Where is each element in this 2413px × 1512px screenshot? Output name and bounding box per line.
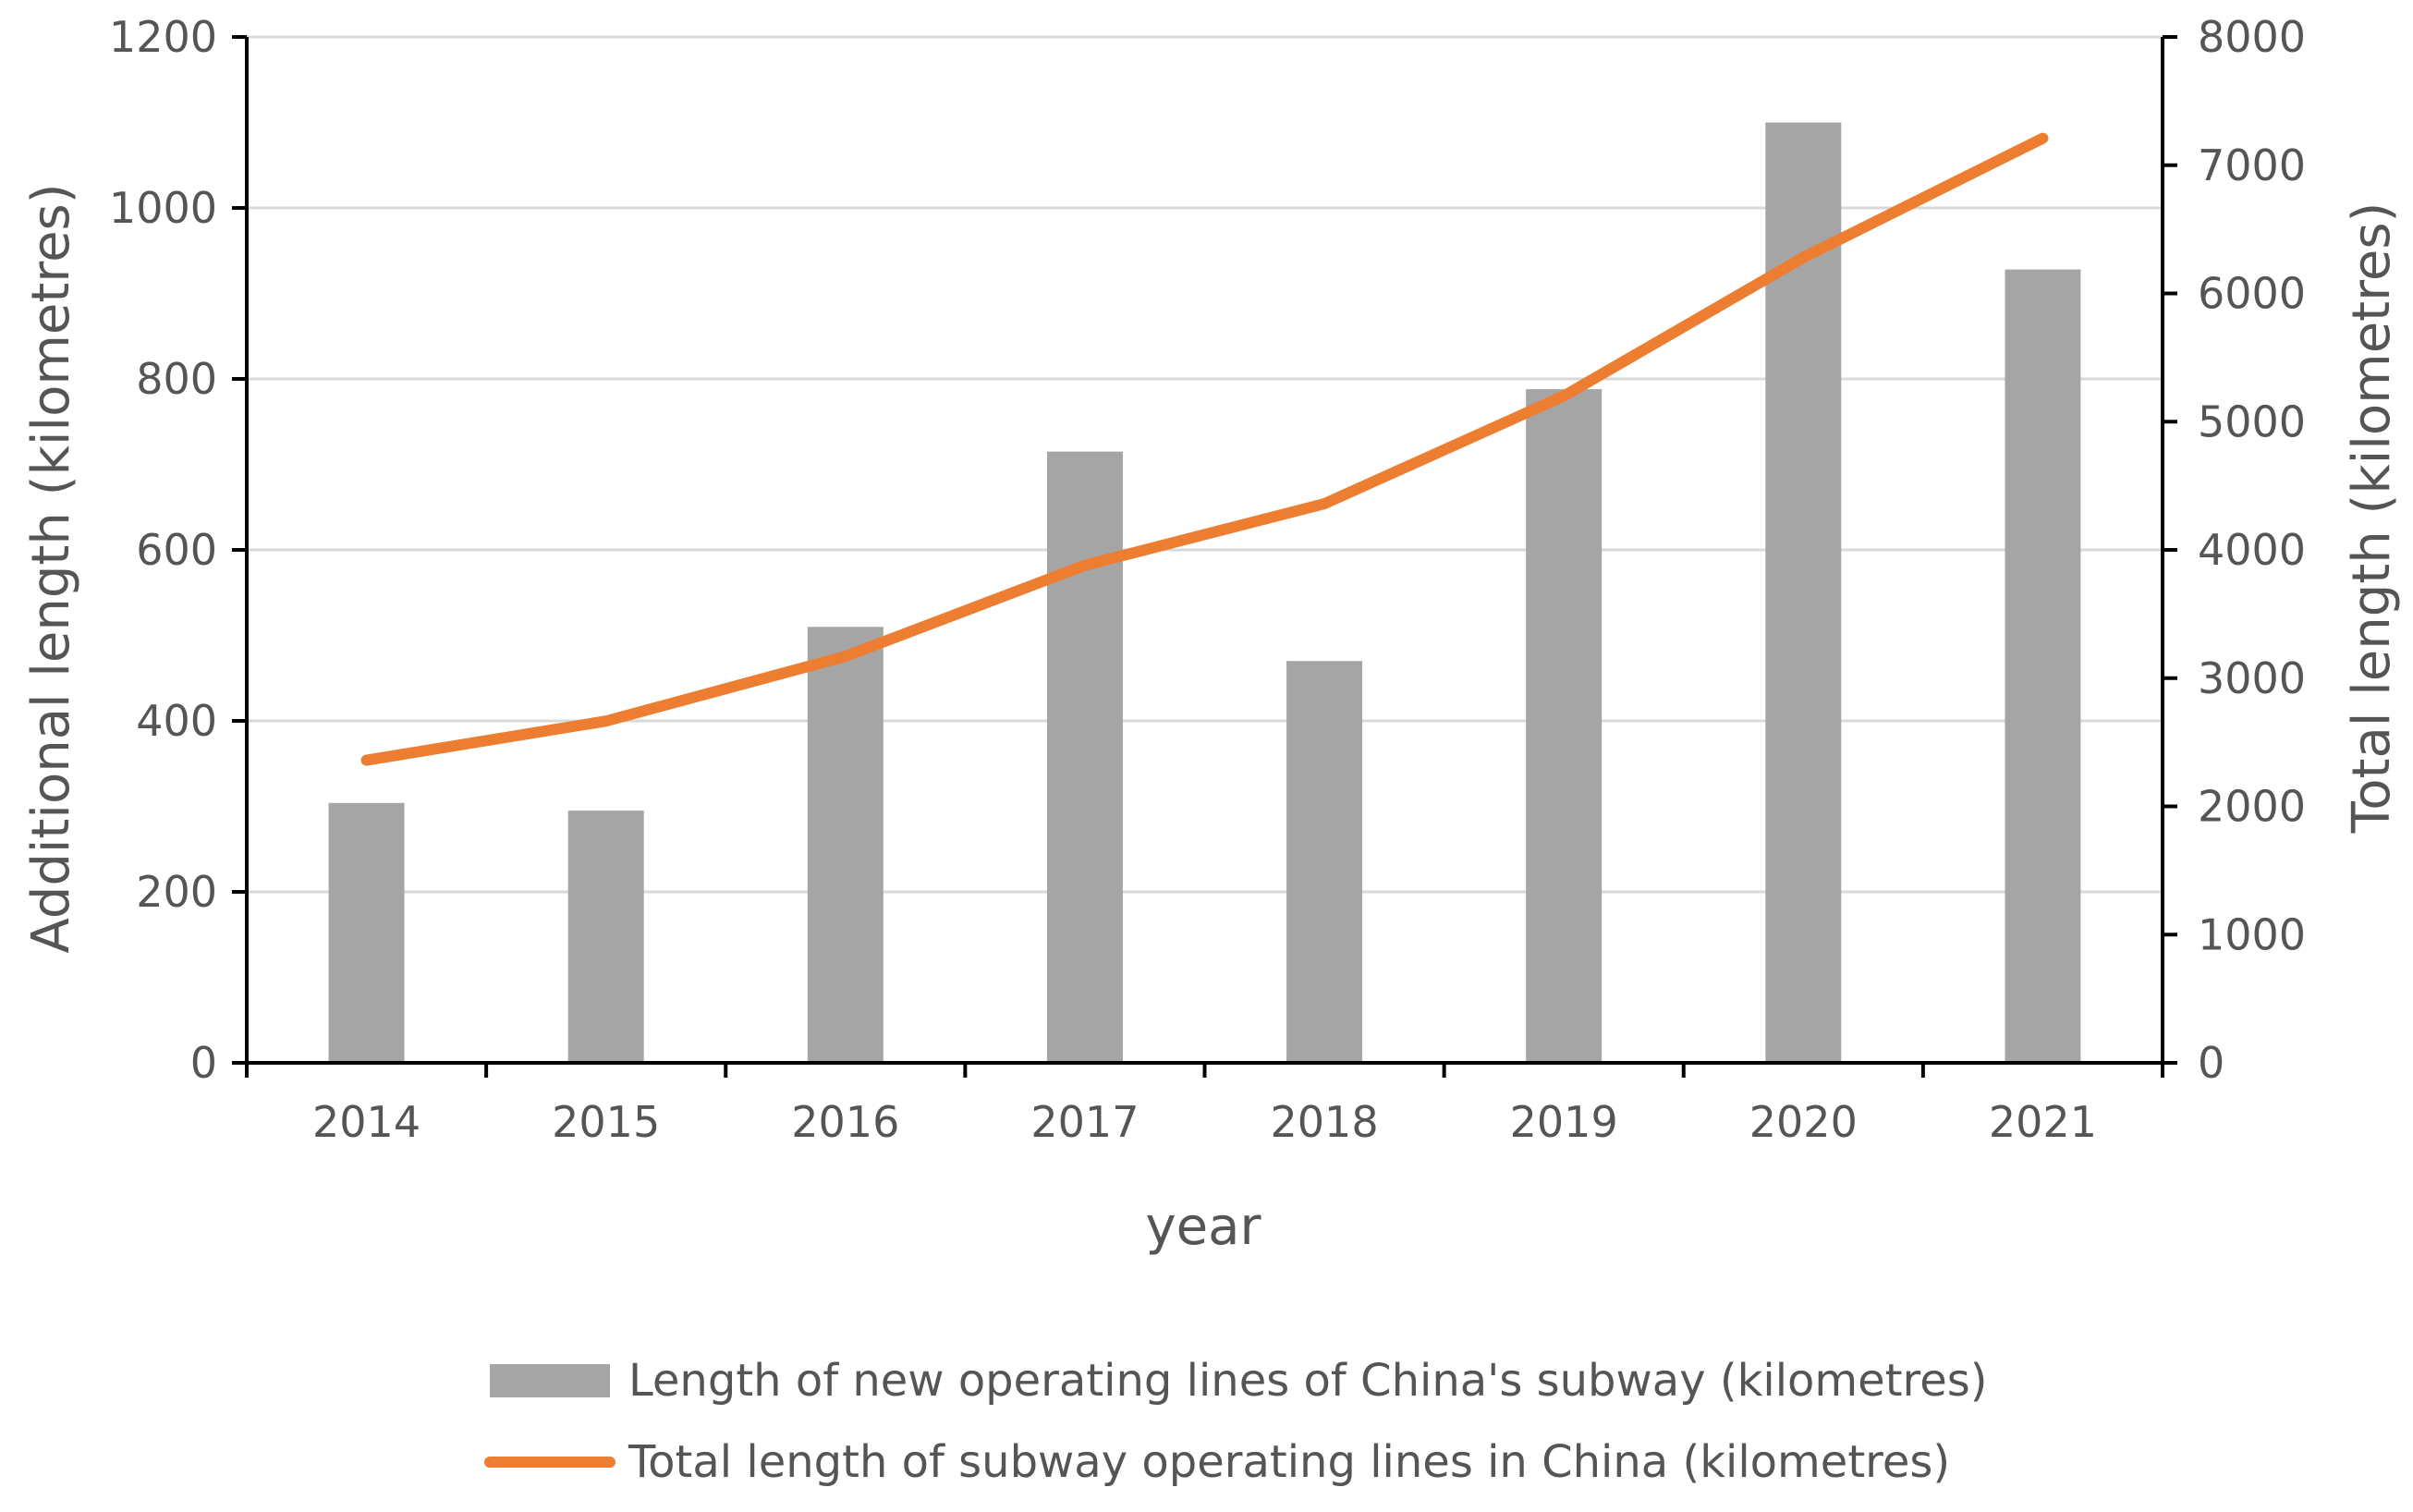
y-tick-label-right: 1000	[2198, 909, 2306, 959]
legend: Length of new operating lines of China's…	[484, 1355, 1987, 1488]
y-tick-label-left: 200	[136, 867, 217, 917]
line-series	[360, 132, 2049, 766]
x-axis-title: year	[1146, 1197, 1262, 1257]
bar-2018	[1286, 661, 1363, 1063]
x-tick-label: 2015	[552, 1097, 660, 1147]
y-tick-label-left: 400	[136, 696, 217, 746]
x-tick-label: 2021	[1989, 1097, 2097, 1147]
x-tick-label: 2016	[791, 1097, 899, 1147]
y-tick-label-right: 3000	[2198, 653, 2306, 703]
legend-swatch-bars	[490, 1364, 610, 1397]
y-tick-label-right: 7000	[2198, 140, 2306, 190]
y-tick-label-right: 4000	[2198, 525, 2306, 575]
bar-2015	[567, 811, 644, 1063]
total-length-line	[360, 132, 2049, 766]
y-tick-label-left: 600	[136, 525, 217, 575]
y-tick-label-right: 2000	[2198, 782, 2306, 832]
bar-series	[328, 122, 2081, 1064]
bar-2020	[1765, 122, 1842, 1063]
y-tick-label-right: 8000	[2198, 12, 2306, 62]
y-tick-label-right: 5000	[2198, 396, 2306, 446]
bar-2019	[1526, 389, 1603, 1064]
y-tick-label-left: 800	[136, 354, 217, 404]
y-tick-label-left: 1200	[109, 12, 217, 62]
y-tick-label-right: 6000	[2198, 269, 2306, 319]
y-tick-label-right: 0	[2198, 1038, 2224, 1088]
bar-2014	[328, 802, 405, 1063]
x-tick-label: 2018	[1271, 1097, 1379, 1147]
legend-label-line: Total length of subway operating lines i…	[628, 1436, 1950, 1488]
y-tick-label-left: 1000	[109, 183, 217, 233]
bar-2021	[2005, 269, 2081, 1064]
bar-2016	[807, 627, 884, 1063]
x-tick-label: 2014	[312, 1097, 420, 1147]
axes	[232, 35, 2177, 1078]
y-axis-title-left: Additional length (kilometres)	[21, 183, 81, 953]
x-tick-label: 2019	[1510, 1097, 1618, 1147]
tick-labels: 0 200 400 600 800 1000 1200 0 1000 2000 3000 4000 50…	[109, 12, 2306, 1147]
bar-2017	[1046, 451, 1123, 1063]
x-tick-label: 2020	[1749, 1097, 1858, 1147]
x-tick-label: 2017	[1030, 1097, 1139, 1147]
y-axis-title-right: Total length (kilometres)	[2342, 202, 2402, 835]
gridlines	[247, 35, 2163, 894]
y-tick-label-left: 0	[190, 1038, 217, 1088]
legend-label-bars: Length of new operating lines of China's…	[628, 1355, 1987, 1407]
